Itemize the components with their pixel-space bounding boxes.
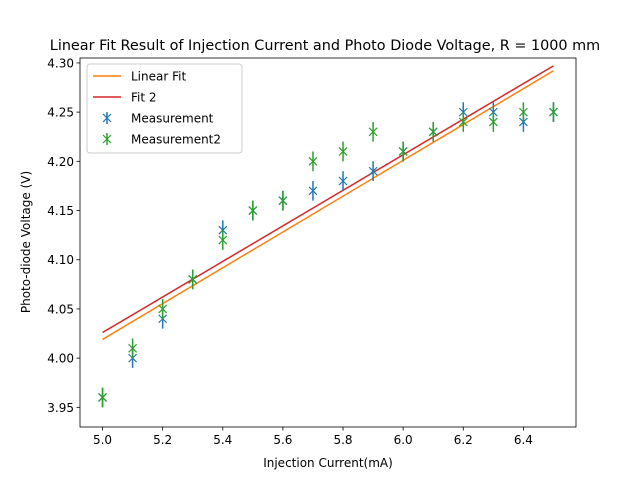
y-tick-label: 4.25 — [47, 106, 74, 120]
legend-label: Measurement2 — [131, 133, 221, 147]
x-tick-label: 6.2 — [454, 433, 473, 447]
y-axis-ticks: 3.95 4.00 4.05 4.10 4.15 4.20 4.25 4.30 — [47, 56, 80, 415]
legend: Linear Fit Fit 2 Measurement Measurement2 — [86, 63, 243, 154]
y-tick-label: 4.05 — [47, 302, 74, 316]
data-point-series2-1 — [128, 338, 138, 359]
x-tick-label: 5.6 — [273, 433, 292, 447]
data-point-series2-3 — [188, 269, 198, 290]
chart-title: Linear Fit Result of Injection Current a… — [50, 38, 600, 54]
y-tick-label: 4.20 — [47, 155, 74, 169]
legend-entry-3: Measurement — [102, 112, 214, 126]
y-axis-label: Photo-diode Voltage (V) — [19, 171, 33, 313]
data-point-series1-8 — [338, 171, 348, 191]
data-point-series2-14 — [518, 102, 528, 122]
y-tick-label: 4.15 — [47, 204, 74, 218]
x-tick-label: 6.4 — [514, 433, 533, 447]
legend-entry-2: Fit 2 — [93, 91, 157, 105]
fit-line-2 — [102, 65, 554, 334]
data-point-series2-12 — [458, 112, 468, 132]
legend-label: Linear Fit — [131, 70, 186, 84]
x-tick-label: 5.0 — [93, 433, 112, 447]
data-point-series1-7 — [308, 181, 318, 201]
x-tick-label: 5.8 — [333, 433, 352, 447]
legend-entry-4: Measurement2 — [102, 133, 221, 147]
legend-label: Fit 2 — [131, 91, 157, 105]
data-point-series2-5 — [248, 200, 258, 221]
y-tick-label: 4.00 — [47, 352, 74, 366]
data-point-series2-6 — [278, 190, 288, 211]
data-point-series2-7 — [308, 151, 318, 172]
x-axis-ticks: 5.0 5.2 5.4 5.6 5.8 6.0 6.2 6.4 — [93, 427, 533, 447]
data-point-series2-0 — [98, 387, 107, 408]
data-point-series2-4 — [218, 230, 228, 250]
data-point-series2-15 — [549, 102, 558, 122]
fit-line-1 — [102, 70, 554, 341]
x-axis-label: Injection Current(mA) — [263, 456, 393, 470]
y-tick-label: 4.10 — [47, 253, 74, 267]
data-point-series2-10 — [398, 141, 408, 162]
data-point-series2-2 — [158, 299, 168, 319]
legend-box — [86, 63, 243, 154]
plot-frame — [79, 57, 577, 428]
x-tick-label: 6.0 — [394, 433, 413, 447]
data-point-series2-11 — [428, 121, 438, 142]
legend-label: Measurement — [131, 112, 214, 126]
x-tick-label: 5.4 — [213, 433, 232, 447]
y-tick-label: 3.95 — [47, 401, 74, 415]
x-tick-label: 5.2 — [153, 433, 172, 447]
plot-area — [98, 65, 558, 408]
legend-entry-1: Linear Fit — [93, 70, 186, 84]
y-tick-label: 4.30 — [47, 56, 74, 70]
data-point-series2-9 — [368, 121, 378, 142]
data-point-series2-13 — [488, 112, 498, 132]
data-point-series2-8 — [338, 141, 348, 162]
data-point-series1-9 — [368, 161, 378, 181]
